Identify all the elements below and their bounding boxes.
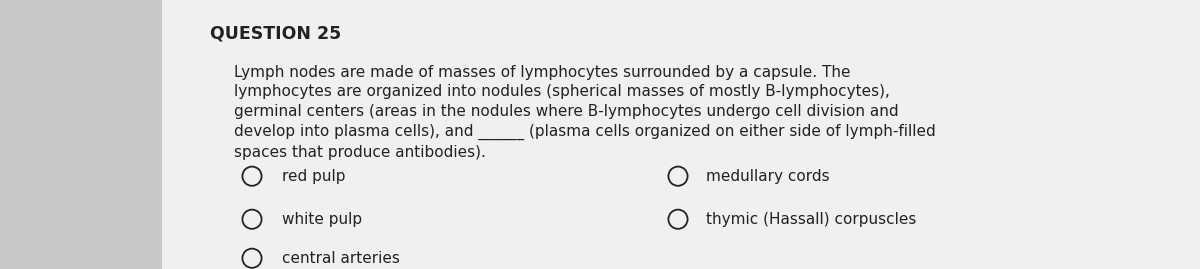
Text: QUESTION 25: QUESTION 25 bbox=[210, 24, 341, 42]
Text: white pulp: white pulp bbox=[282, 212, 362, 227]
Text: medullary cords: medullary cords bbox=[706, 169, 829, 184]
Text: Lymph nodes are made of masses of lymphocytes surrounded by a capsule. The
lymph: Lymph nodes are made of masses of lympho… bbox=[234, 65, 936, 160]
Text: thymic (Hassall) corpuscles: thymic (Hassall) corpuscles bbox=[706, 212, 916, 227]
Text: red pulp: red pulp bbox=[282, 169, 346, 184]
FancyBboxPatch shape bbox=[162, 0, 1200, 269]
Text: central arteries: central arteries bbox=[282, 251, 400, 266]
